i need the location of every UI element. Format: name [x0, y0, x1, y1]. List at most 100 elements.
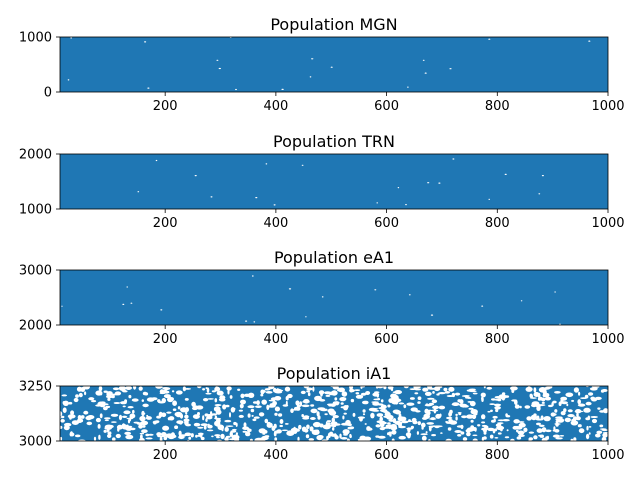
panel-0: Population MGN 200 400 600 800 1000 0 1000: [19, 15, 625, 114]
spike-gap: [138, 424, 144, 429]
spike-gap: [214, 434, 221, 437]
spike-gap: [552, 400, 557, 404]
spike-gap: [401, 420, 409, 424]
spike-gap: [144, 392, 149, 396]
spike-gap: [230, 430, 237, 433]
spike-gap: [179, 413, 184, 419]
spike-gap: [482, 429, 488, 432]
spike-gap: [377, 398, 381, 401]
spike-gap: [74, 434, 81, 438]
y-tick-label: 3250: [19, 380, 52, 395]
spike-gap: [67, 414, 76, 419]
x-tick-label: 800: [485, 448, 510, 463]
spike-gap: [340, 397, 347, 400]
spike-gap: [525, 386, 533, 392]
spike-gap: [455, 416, 458, 421]
spike-gap: [190, 433, 194, 438]
spike-gap: [279, 424, 284, 428]
x-tick-label: 1000: [591, 332, 624, 347]
spike-raster: [60, 270, 608, 325]
spike-gap: [195, 434, 198, 438]
spike-gap: [191, 401, 196, 407]
spike-gap: [113, 402, 121, 404]
spike-gap: [202, 388, 206, 391]
spike-gap: [172, 408, 177, 412]
spike-gap: [311, 58, 314, 60]
spike-gap: [423, 413, 431, 419]
spike-gap: [380, 408, 388, 413]
spike-gap: [221, 426, 224, 432]
spike-gap: [452, 402, 460, 406]
spike-gap: [240, 393, 245, 399]
spike-gap: [131, 398, 139, 402]
spike-gap: [591, 386, 600, 388]
spike-gap: [511, 399, 517, 402]
spike-gap: [185, 411, 188, 415]
spike-gap: [504, 436, 510, 439]
y-tick-label: 2000: [19, 148, 52, 163]
spike-gap: [387, 422, 391, 425]
spike-gap: [552, 434, 560, 438]
spike-gap: [145, 416, 152, 420]
spike-gap: [235, 432, 238, 436]
spike-gap: [159, 392, 166, 395]
spike-gap: [436, 393, 440, 396]
spike-gap: [483, 386, 486, 389]
spike-gap: [392, 418, 397, 424]
spike-gap: [142, 425, 146, 428]
spike-gap: [398, 413, 402, 419]
spike-gap: [342, 429, 350, 435]
spike-gap: [177, 406, 181, 410]
spike-gap: [211, 413, 218, 416]
spike-gap: [252, 418, 257, 422]
spike-gap: [342, 415, 345, 420]
spike-gap: [124, 431, 132, 435]
spike-gap: [108, 431, 112, 434]
spike-gap: [577, 424, 582, 428]
spike-gap: [488, 38, 491, 40]
spike-gap: [454, 392, 461, 396]
spike-gap: [225, 425, 234, 428]
spike-points: [60, 154, 608, 209]
spike-gap: [218, 67, 221, 70]
spike-gap: [224, 419, 232, 423]
spike-gap: [567, 414, 575, 418]
spike-gap: [97, 424, 101, 429]
spike-gap: [447, 427, 452, 431]
spike-gap: [243, 422, 247, 428]
spike-gap: [60, 411, 63, 417]
spike-gap: [379, 427, 386, 431]
spike-gap: [216, 390, 224, 396]
spike-gap: [457, 399, 462, 403]
spike-gap: [505, 413, 508, 417]
spike-gap: [344, 423, 351, 426]
spike-gap: [233, 421, 237, 426]
spike-gap: [575, 409, 582, 414]
spike-gap: [431, 425, 438, 428]
spike-gap: [472, 434, 478, 437]
spike-gap: [362, 409, 366, 413]
spike-gap: [416, 431, 419, 435]
spike-gap: [409, 397, 415, 400]
spike-gap: [378, 435, 386, 439]
spike-gap: [446, 416, 453, 420]
spike-gap: [264, 418, 269, 424]
spike-gap: [349, 386, 354, 390]
spike-gap: [585, 401, 592, 406]
spike-gap: [422, 387, 429, 392]
spike-gap: [391, 429, 397, 435]
spike-gap: [288, 288, 292, 290]
spike-gap: [327, 391, 334, 395]
spike-gap: [112, 387, 120, 391]
spike-gap: [601, 436, 607, 441]
spike-gap: [591, 398, 598, 402]
spike-gap: [279, 419, 284, 424]
spike-gap: [301, 426, 307, 432]
spike-gap: [533, 413, 537, 417]
spike-gap: [330, 403, 336, 407]
spike-gap: [251, 414, 254, 417]
spike-gap: [511, 388, 515, 393]
spike-gap: [497, 419, 505, 422]
spike-gap: [88, 397, 95, 401]
spike-gap: [214, 407, 217, 412]
